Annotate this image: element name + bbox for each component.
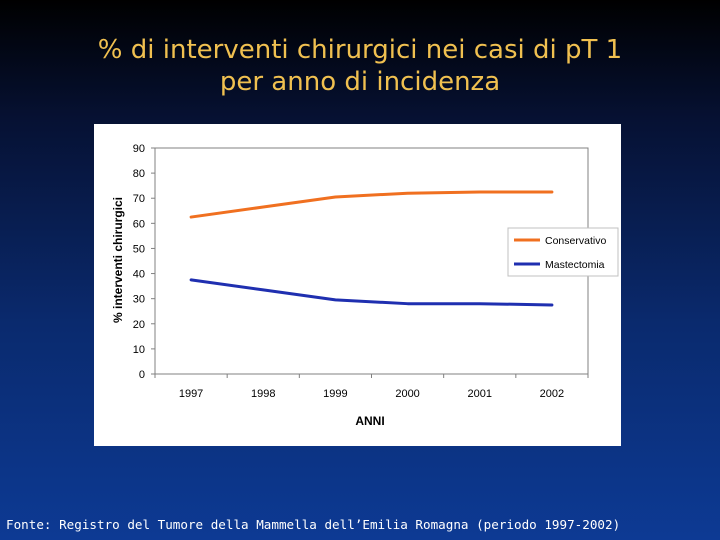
data-point-conservativo [551, 191, 553, 193]
series-line-mastectomia [189, 278, 554, 307]
x-tick-label: 1998 [251, 388, 275, 400]
data-point-mastectomia [406, 302, 409, 305]
legend-label-conservativo: Conservativo [545, 235, 606, 247]
tick-labels: 0 10 20 30 40 50 60 70 80 90 1997 1998 1999 2000 2001 2… [133, 143, 564, 400]
slide-title: % di interventi chirurgici nei casi di p… [0, 34, 720, 98]
x-tick-label: 1997 [179, 388, 203, 400]
x-tick-label: 2001 [468, 388, 492, 400]
y-tick-label: 90 [133, 143, 145, 155]
data-point-conservativo [406, 192, 409, 194]
y-tick-label: 30 [133, 294, 145, 306]
y-tick-label: 0 [139, 369, 145, 381]
data-point-mastectomia [551, 304, 553, 306]
data-point-mastectomia [190, 279, 192, 281]
series-lines [189, 190, 554, 307]
legend-box [507, 227, 619, 277]
x-tick-label: 2002 [540, 388, 564, 400]
x-axis-label: ANNI [355, 414, 384, 428]
line-chart: 0 10 20 30 40 50 60 70 80 90 1997 1998 1999 2000 2001 2… [111, 143, 619, 428]
data-point-mastectomia [478, 302, 481, 305]
slide-title-line-1: % di interventi chirurgici nei casi di p… [97, 35, 623, 65]
data-point-conservativo [334, 196, 337, 198]
source-note: Fonte: Registro del Tumore della Mammell… [6, 517, 621, 532]
y-tick-label: 60 [133, 218, 145, 230]
y-tick-label: 40 [133, 269, 145, 281]
slide-title-line-2: per anno di incidenza [219, 67, 501, 97]
data-point-conservativo [478, 191, 481, 193]
data-point-mastectomia [334, 299, 337, 301]
series-line-conservativo [189, 190, 554, 219]
legend-label-mastectomia: Mastectomia [545, 259, 605, 271]
chart-panel: 0 10 20 30 40 50 60 70 80 90 1997 1998 1999 2000 2001 2… [94, 124, 621, 446]
y-tick-label: 70 [133, 193, 145, 205]
x-tick-label: 1999 [323, 388, 347, 400]
x-tick-label: 2000 [395, 388, 419, 400]
legend: Conservativo Mastectomia [507, 227, 619, 277]
data-point-mastectomia [262, 289, 265, 291]
data-point-conservativo [190, 216, 192, 218]
y-axis-label: % interventi chirurgici [111, 197, 125, 323]
y-tick-label: 20 [133, 319, 145, 331]
data-point-conservativo [262, 206, 265, 208]
y-tick-label: 10 [133, 344, 145, 356]
y-tick-label: 80 [133, 168, 145, 180]
y-tick-label: 50 [133, 243, 145, 255]
